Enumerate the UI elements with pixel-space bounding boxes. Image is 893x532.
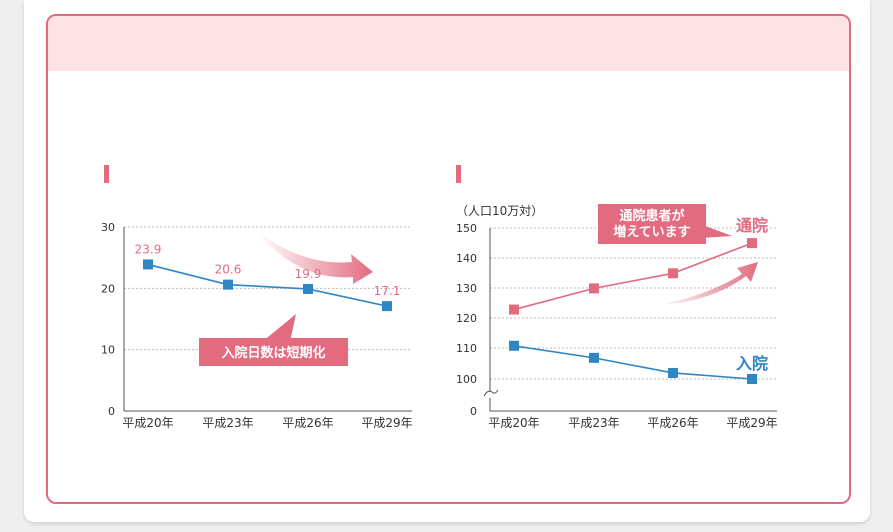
x-tick-label: 平成29年 <box>726 416 777 430</box>
data-point <box>589 283 599 294</box>
x-tick-label: 平成26年 <box>282 416 333 430</box>
data-label: 19.9 <box>295 267 322 281</box>
callout-pointer <box>700 224 732 238</box>
data-point <box>589 352 599 363</box>
y-tick-label: 130 <box>456 282 477 295</box>
right-chart-marker <box>456 165 461 183</box>
x-tick-label: 平成20年 <box>488 416 539 430</box>
series-line <box>513 344 753 380</box>
annotation-text: 入院日数は短期化 <box>221 345 325 361</box>
x-tick-label: 平成20年 <box>122 416 173 430</box>
y-tick-label: 10 <box>101 344 115 357</box>
data-point <box>509 304 519 315</box>
data-point <box>143 259 153 270</box>
y-tick-label: 100 <box>456 373 477 386</box>
data-point <box>509 340 519 351</box>
annotation-text: 通院患者が増えています <box>613 208 690 240</box>
series-label-outpatient: 通院 <box>736 216 768 235</box>
data-point <box>223 279 233 290</box>
left-chart: 0 10 20 30 平成20年 平成23年 平成26年 平成29年 23.9 20.6 19.9 1… <box>101 221 413 430</box>
y-tick-label: 30 <box>101 221 115 234</box>
data-label: 23.9 <box>135 242 162 256</box>
series-line <box>147 263 388 307</box>
axis-break-icon <box>483 389 499 397</box>
trend-arrow-icon <box>659 262 758 305</box>
data-point <box>668 367 678 378</box>
callout-pointer <box>262 314 296 342</box>
left-chart-marker <box>104 165 109 183</box>
y-tick-label: 0 <box>470 405 477 418</box>
series-label-inpatient: 入院 <box>736 354 768 373</box>
y-tick-label: 120 <box>456 312 477 325</box>
annotation-box <box>199 338 348 366</box>
y-tick-label: 0 <box>108 405 115 418</box>
annotation-box <box>598 204 706 244</box>
data-point <box>382 301 392 312</box>
x-tick-label: 平成23年 <box>202 416 253 430</box>
x-tick-label: 平成26年 <box>647 416 698 430</box>
x-tick-label: 平成23年 <box>568 416 619 430</box>
y-tick-label: 140 <box>456 252 477 265</box>
series-line <box>513 242 753 311</box>
data-point <box>747 238 757 249</box>
y-tick-label: 150 <box>456 222 477 235</box>
y-tick-label: 110 <box>456 342 477 355</box>
right-chart: 0 100 110 120 130 140 150 （人口10万対） 平成20年 平成23年 平成2… <box>456 204 778 430</box>
data-label: 20.6 <box>215 263 242 277</box>
data-point <box>303 283 313 294</box>
annotation-line: 増えています <box>613 224 690 240</box>
annotation-line: 通院患者が <box>619 208 684 224</box>
data-point <box>668 268 678 279</box>
trend-arrow-icon <box>257 232 373 284</box>
data-point <box>747 374 757 384</box>
y-axis-unit: （人口10万対） <box>456 204 543 218</box>
panel-header <box>48 16 849 71</box>
x-tick-label: 平成29年 <box>361 416 412 430</box>
content-panel <box>46 14 851 504</box>
y-tick-label: 20 <box>101 282 115 295</box>
data-label: 17.1 <box>374 284 401 298</box>
